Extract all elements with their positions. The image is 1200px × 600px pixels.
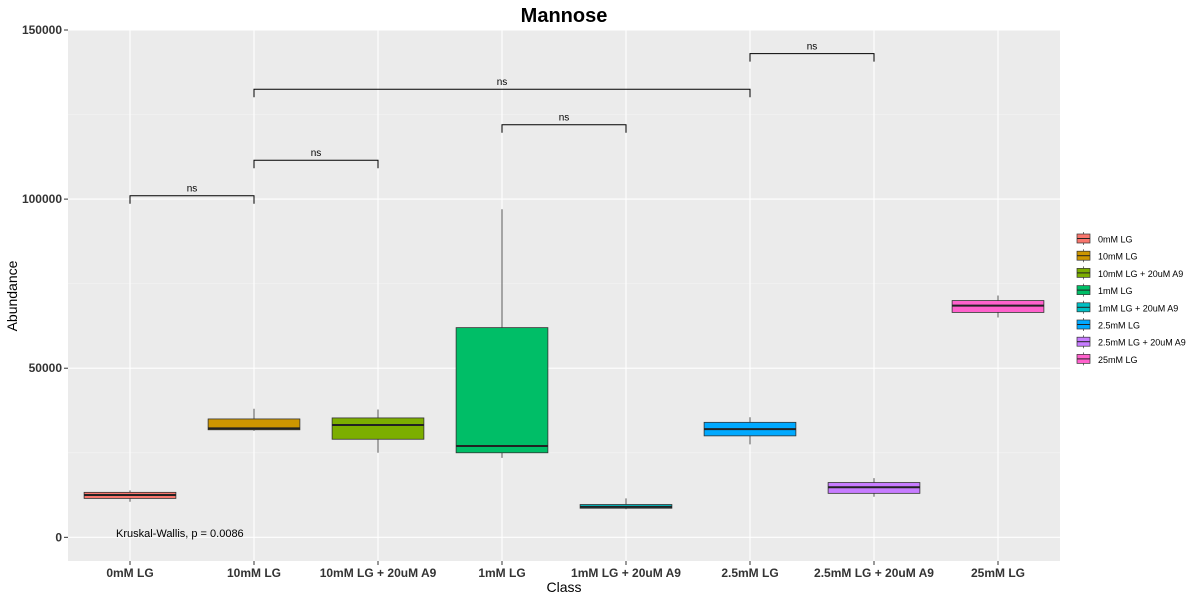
stat-annotation: Kruskal-Wallis, p = 0.0086 (116, 528, 244, 540)
comparison-bracket: ns (253, 148, 379, 169)
x-tick-label: 10mM LG (227, 566, 281, 580)
bracket-label: ns (807, 42, 818, 53)
box-6 (703, 417, 797, 445)
box-body (455, 327, 549, 454)
chart-title: Mannose (521, 5, 608, 27)
legend-label: 1mM LG (1098, 286, 1133, 296)
legend-item: 1mM LG + 20uM A9 (1076, 300, 1178, 314)
legend-item: 2.5mM LG + 20uM A9 (1076, 335, 1186, 349)
bracket-label: ns (559, 113, 570, 124)
bracket-label: ns (187, 184, 198, 195)
y-tick-label: 0 (55, 530, 62, 544)
comparison-bracket: ns (501, 113, 627, 133)
x-tick-label: 0mM LG (106, 566, 153, 580)
legend-item: 25mM LG (1076, 352, 1138, 366)
x-tick-label: 2.5mM LG (721, 566, 778, 580)
legend-item: 0mM LG (1076, 232, 1133, 245)
legend-item: 1mM LG (1076, 283, 1133, 297)
bracket-line (749, 53, 875, 62)
comparison-bracket: ns (129, 184, 255, 204)
legend: 0mM LG 10mM LG 10mM LG + 20uM A9 1mM LG 1mM … (1076, 232, 1186, 366)
bracket-line (129, 195, 255, 204)
box-1 (83, 490, 177, 502)
legend-label: 10mM LG + 20uM A9 (1098, 269, 1183, 279)
x-tick-label: 25mM LG (971, 566, 1025, 580)
boxes (83, 209, 1045, 510)
legend-label: 25mM LG (1098, 355, 1138, 365)
comparison-bracket: ns (749, 42, 875, 62)
box-4 (455, 209, 549, 458)
x-tick-label: 10mM LG + 20uM A9 (320, 566, 437, 580)
y-tick-label: 50000 (29, 361, 63, 375)
bracket-label: ns (311, 148, 322, 159)
legend-item: 10mM LG + 20uM A9 (1076, 266, 1183, 280)
box-8 (951, 295, 1045, 318)
y-tick-label: 100000 (22, 192, 62, 206)
bracket-line (253, 159, 379, 169)
y-tick-label: 150000 (22, 23, 62, 37)
x-tick-label: 1mM LG + 20uM A9 (571, 566, 681, 580)
legend-label: 10mM LG (1098, 252, 1138, 262)
box-7 (827, 478, 921, 497)
legend-item: 10mM LG (1076, 249, 1138, 263)
comparison-brackets: ns ns ns ns ns (129, 42, 875, 204)
x-tick-label: 2.5mM LG + 20uM A9 (814, 566, 934, 580)
legend-item: 2.5mM LG (1076, 318, 1140, 331)
comparison-bracket: ns (253, 77, 751, 98)
x-axis: 0mM LG 10mM LG 10mM LG + 20uM A9 1mM LG 1mM … (106, 561, 1025, 580)
gridlines (68, 29, 1060, 561)
legend-label: 2.5mM LG + 20uM A9 (1098, 338, 1186, 348)
box-5 (579, 498, 673, 510)
plot-panel (68, 30, 1060, 561)
legend-label: 0mM LG (1098, 235, 1133, 245)
box-3 (331, 409, 425, 453)
legend-label: 2.5mM LG (1098, 321, 1140, 331)
x-tick-label: 1mM LG (478, 566, 525, 580)
y-axis: 0 50000 100000 150000 (22, 23, 68, 544)
bracket-label: ns (497, 77, 508, 88)
legend-label: 1mM LG + 20uM A9 (1098, 303, 1178, 313)
y-axis-title: Abundance (4, 260, 20, 331)
bracket-line (253, 88, 751, 98)
x-axis-title: Class (546, 579, 581, 595)
box-2 (207, 408, 301, 431)
box-body (331, 417, 425, 440)
bracket-line (501, 124, 627, 133)
box-body (207, 418, 301, 431)
